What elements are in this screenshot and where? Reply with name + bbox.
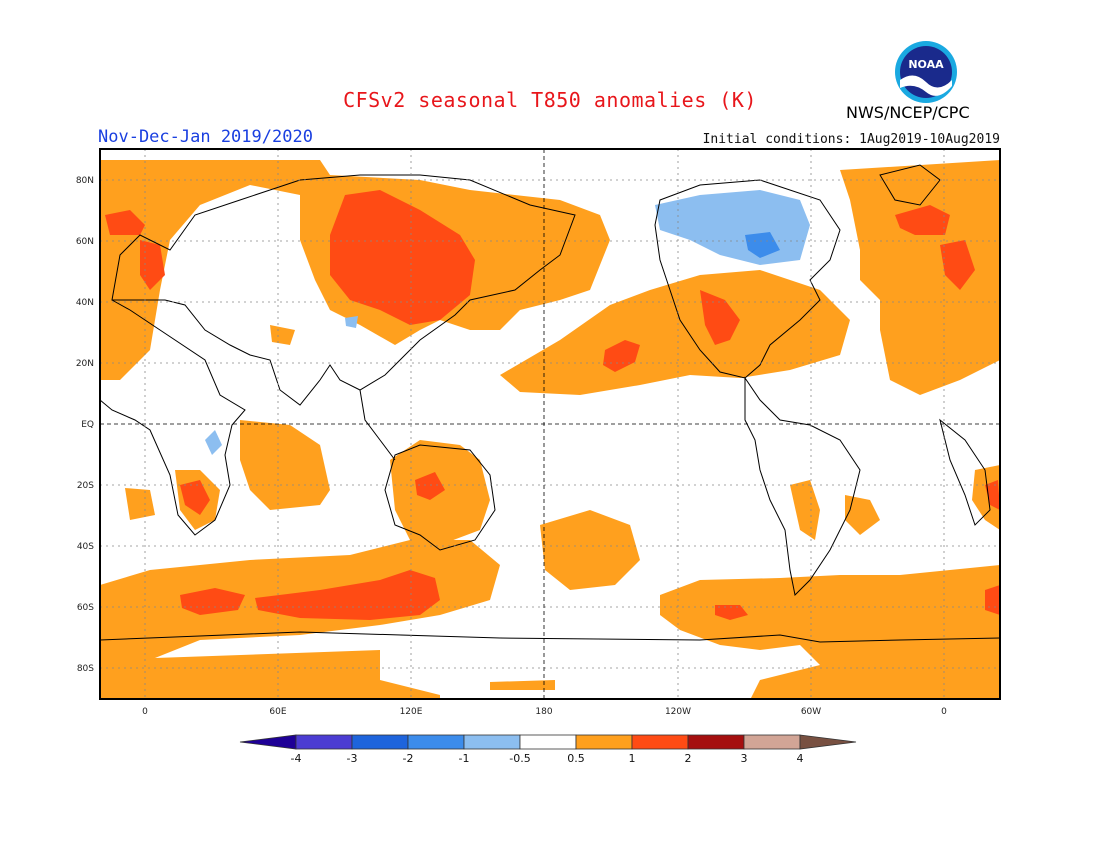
lat-tick: 20S <box>77 481 94 491</box>
colorbar-segment <box>351 734 409 750</box>
season-label: Nov-Dec-Jan 2019/2020 <box>98 127 313 147</box>
colorbar-label: -4 <box>291 752 302 765</box>
grid-lines <box>100 149 1000 699</box>
anomaly-1-2-regions <box>105 190 1000 620</box>
anomaly-neg-2-1-regions <box>745 232 780 258</box>
colorbar-segment <box>631 734 689 750</box>
colorbar-segment <box>519 734 577 750</box>
colorbar-label: 1 <box>629 752 636 765</box>
colorbar-segment <box>575 734 633 750</box>
colorbar-label: 0.5 <box>567 752 585 765</box>
colorbar-segment <box>295 734 353 750</box>
lat-tick: 20N <box>76 359 94 369</box>
equator-dateline <box>100 149 1000 699</box>
colorbar-segment <box>743 734 801 750</box>
agency-label: NWS/NCEP/CPC <box>846 103 970 122</box>
lon-tick: 0 <box>941 707 947 717</box>
lon-tick-labels: 0 60E 120E 180 120W 60W 0 <box>142 707 947 717</box>
noaa-logo-icon: NOAA <box>895 41 957 103</box>
lon-tick: 60W <box>801 707 821 717</box>
lat-tick: 40N <box>76 298 94 308</box>
colorbar-label: -3 <box>347 752 358 765</box>
lat-tick: 80S <box>77 664 94 674</box>
lat-tick: 80N <box>76 176 94 186</box>
chart-title: CFSv2 seasonal T850 anomalies (K) <box>343 88 757 112</box>
lat-tick: EQ <box>81 420 94 430</box>
map-field <box>100 149 1000 699</box>
colorbar-segment <box>463 734 521 750</box>
colorbar-segment <box>687 734 745 750</box>
anomaly-0p5-1-regions <box>100 160 1000 699</box>
colorbar-label: -2 <box>403 752 414 765</box>
colorbar-label: -0.5 <box>509 752 530 765</box>
lon-tick: 60E <box>269 707 286 717</box>
colorbar-label: 3 <box>741 752 748 765</box>
lon-tick: 180 <box>535 707 552 717</box>
lat-tick: 60N <box>76 237 94 247</box>
colorbar-segment <box>239 734 297 750</box>
lon-tick: 120E <box>400 707 423 717</box>
lat-tick: 40S <box>77 542 94 552</box>
colorbar-label: 2 <box>685 752 692 765</box>
svg-text:NOAA: NOAA <box>908 58 944 71</box>
lat-tick: 60S <box>77 603 94 613</box>
colorbar-label: -1 <box>459 752 470 765</box>
colorbar-segment <box>799 734 857 750</box>
lon-tick: 120W <box>665 707 691 717</box>
colorbar-label: 4 <box>797 752 804 765</box>
lon-tick: 0 <box>142 707 148 717</box>
lat-tick-labels: 80N 60N 40N 20N EQ 20S 40S 60S 80S <box>76 176 94 674</box>
colorbar: -4 -3 -2 -1 -0.5 0.5 1 2 3 4 <box>239 734 857 765</box>
coastlines <box>100 164 1000 643</box>
map-frame <box>99 148 1001 700</box>
initial-conditions-label: Initial conditions: 1Aug2019-10Aug2019 <box>702 132 1000 147</box>
colorbar-segment <box>407 734 465 750</box>
